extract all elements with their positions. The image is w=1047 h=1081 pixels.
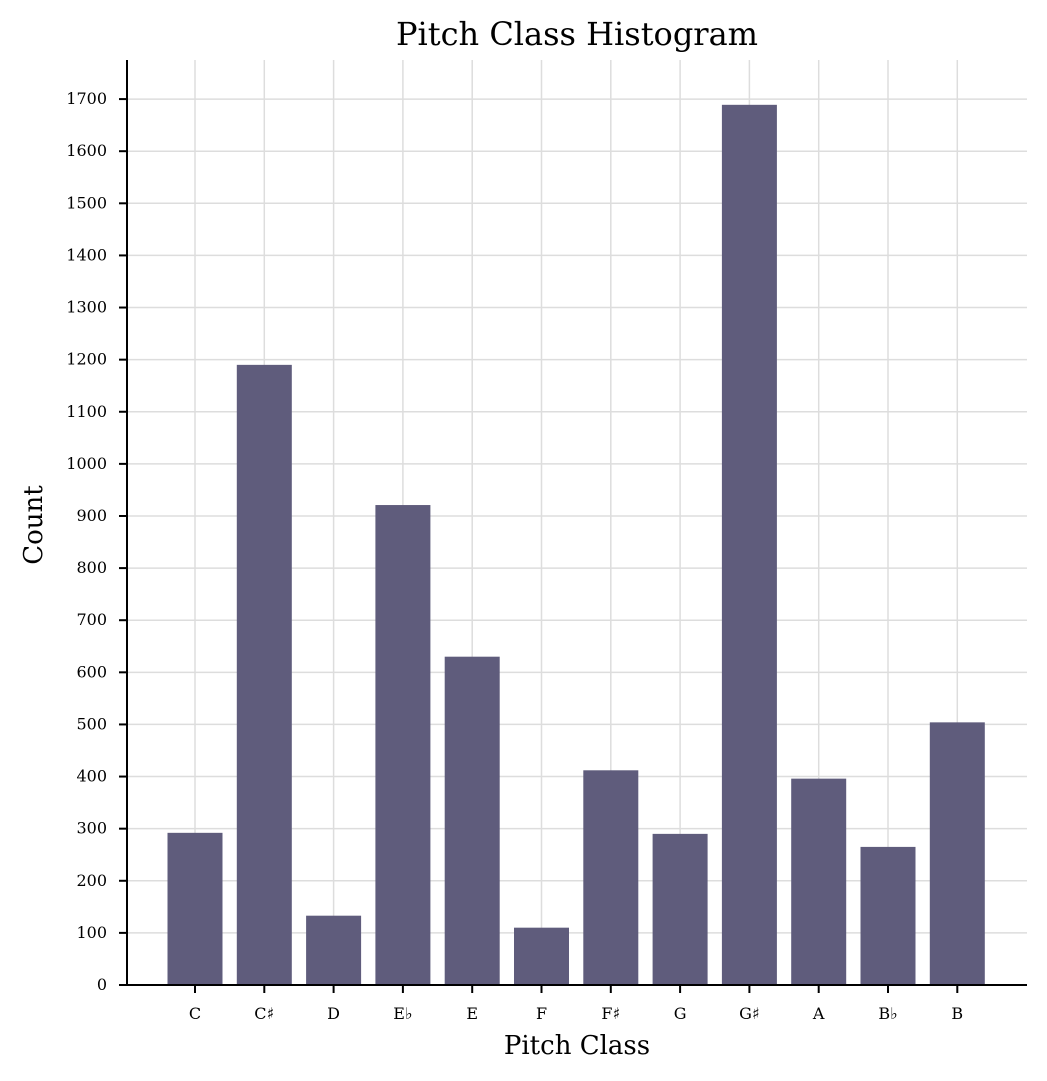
- x-tick-label: F: [536, 1004, 547, 1023]
- x-tick-label: F♯: [601, 1004, 620, 1023]
- y-tick-label: 900: [76, 506, 107, 525]
- chart-title: Pitch Class Histogram: [396, 15, 758, 53]
- y-tick-label: 100: [76, 923, 107, 942]
- x-tick-label: C♯: [254, 1004, 274, 1023]
- y-tick-label: 1100: [66, 402, 107, 421]
- bar: [583, 770, 639, 985]
- bar: [652, 833, 708, 985]
- bar: [236, 364, 292, 986]
- y-tick-label: 300: [76, 819, 107, 838]
- bar: [167, 832, 223, 985]
- y-tick-label: 1000: [66, 454, 107, 473]
- x-tick-label: B♭: [878, 1004, 897, 1023]
- x-tick-label: C: [189, 1004, 201, 1023]
- y-tick-label: 1500: [66, 193, 107, 212]
- ticks-layer: 0 100 200 300 400 500 600 700 800 900 1000 1100 1200…: [66, 89, 963, 1023]
- x-tick-label: D: [327, 1004, 340, 1023]
- y-tick-label: 200: [76, 871, 107, 890]
- y-tick-label: 400: [76, 767, 107, 786]
- bar: [306, 915, 362, 985]
- x-tick-label: E♭: [393, 1004, 412, 1023]
- bar: [721, 104, 777, 986]
- y-axis-label: Count: [19, 485, 49, 565]
- y-tick-label: 0: [97, 975, 107, 994]
- bar: [444, 656, 500, 985]
- x-tick-label: G: [674, 1004, 687, 1023]
- x-tick-label: E: [466, 1004, 478, 1023]
- y-tick-label: 500: [76, 714, 107, 733]
- x-tick-label: B: [951, 1004, 963, 1023]
- x-tick-label: A: [812, 1004, 825, 1023]
- y-tick-label: 800: [76, 558, 107, 577]
- bar: [791, 778, 847, 985]
- bars-layer: [167, 104, 985, 986]
- bar: [929, 722, 985, 985]
- bar: [860, 846, 916, 985]
- y-tick-label: 1300: [66, 298, 107, 317]
- y-tick-label: 1600: [66, 141, 107, 160]
- x-axis-label: Pitch Class: [504, 1031, 650, 1061]
- y-tick-label: 700: [76, 610, 107, 629]
- x-tick-label: G♯: [739, 1004, 760, 1023]
- bar: [514, 927, 569, 985]
- y-tick-label: 1400: [66, 245, 107, 264]
- y-tick-label: 1700: [66, 89, 107, 108]
- axes-layer: [126, 60, 1027, 986]
- bar: [375, 505, 431, 985]
- y-tick-label: 1200: [66, 350, 107, 369]
- y-tick-label: 600: [76, 662, 107, 681]
